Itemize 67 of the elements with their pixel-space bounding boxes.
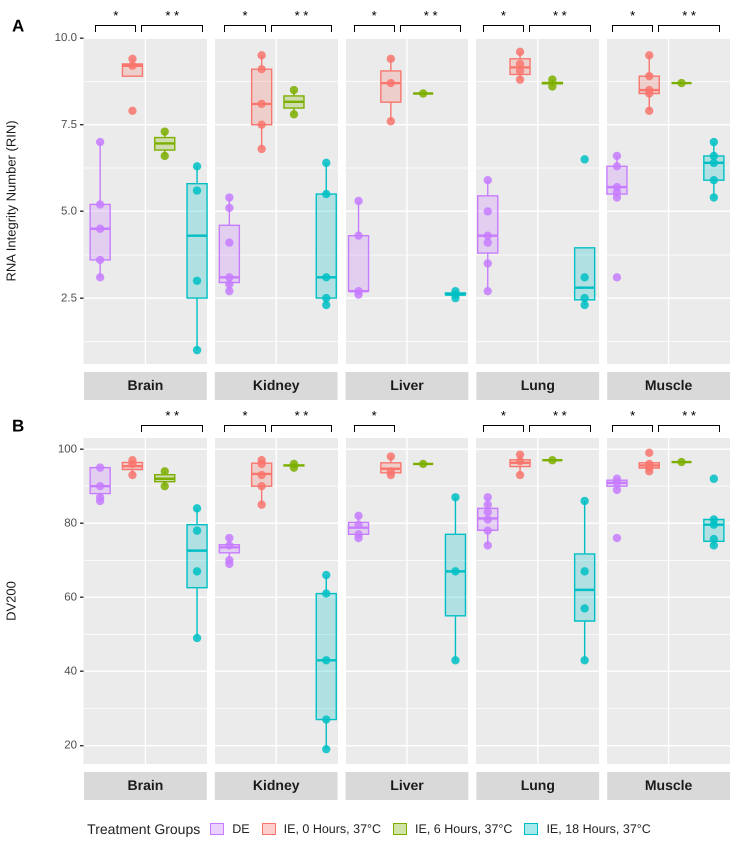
point <box>548 456 557 464</box>
chart-title: A <box>12 16 24 36</box>
text: * <box>630 8 636 23</box>
text: * * <box>424 8 438 23</box>
point <box>677 78 686 88</box>
text: Muscle <box>644 376 693 393</box>
point <box>418 460 428 468</box>
point <box>612 273 622 282</box>
point <box>612 534 622 542</box>
y-tick-label: 5.0 <box>61 206 77 218</box>
text: * <box>630 408 636 423</box>
point <box>484 541 492 550</box>
text: Brain <box>128 776 164 793</box>
text: * <box>500 8 506 23</box>
text: * * <box>682 408 696 423</box>
text: * <box>242 408 248 423</box>
point <box>677 458 686 466</box>
y-axis-title: DV200 <box>3 581 18 621</box>
y-axis-title: RNA Integrity Number (RIN) <box>3 120 18 282</box>
point <box>96 273 104 282</box>
point <box>290 460 298 468</box>
legend-label: DE <box>232 822 250 836</box>
point <box>160 467 169 476</box>
point <box>418 89 428 98</box>
y-tick-label: 10.0 <box>54 32 77 44</box>
text: Brain <box>128 376 164 393</box>
y-tick-label: 100 <box>58 443 77 456</box>
point <box>225 273 234 282</box>
text: * * <box>165 8 180 23</box>
text: * * <box>165 408 180 423</box>
y-tick-label: 20 <box>64 740 77 752</box>
text: * <box>500 408 506 423</box>
text: * <box>372 408 377 423</box>
text: Muscle <box>644 776 693 793</box>
text: * * <box>294 408 308 423</box>
point <box>484 286 492 296</box>
legend-label: IE, 0 Hours, 37°C <box>284 822 382 836</box>
text: * * <box>552 408 567 423</box>
point <box>484 238 492 247</box>
point <box>225 286 234 296</box>
text: Liver <box>390 776 424 793</box>
legend-label: IE, 18 Hours, 37°C <box>546 822 651 836</box>
text: * * <box>294 8 308 23</box>
text: Kidney <box>252 376 300 393</box>
point <box>322 744 330 754</box>
y-tick-label: 7.5 <box>61 118 77 131</box>
point <box>290 86 298 94</box>
point <box>225 280 234 288</box>
chart-title: B <box>12 416 24 436</box>
text: Liver <box>390 376 424 393</box>
legend-title: Treatment Groups <box>87 821 200 837</box>
text: * <box>113 8 118 23</box>
text: Lung <box>520 376 555 393</box>
y-tick-label: 2.5 <box>61 292 77 304</box>
text: Lung <box>520 776 555 793</box>
text: * <box>242 8 248 23</box>
text: Kidney <box>252 776 300 793</box>
point <box>96 256 104 264</box>
text: * <box>372 8 377 23</box>
text: * * <box>552 8 567 23</box>
text: * * <box>682 8 696 23</box>
point <box>160 127 169 136</box>
y-tick-label: 60 <box>64 591 77 604</box>
legend-label: IE, 6 Hours, 37°C <box>415 822 512 836</box>
y-tick-label: 80 <box>64 517 77 530</box>
point <box>484 259 492 268</box>
y-tick-label: 40 <box>64 666 77 678</box>
